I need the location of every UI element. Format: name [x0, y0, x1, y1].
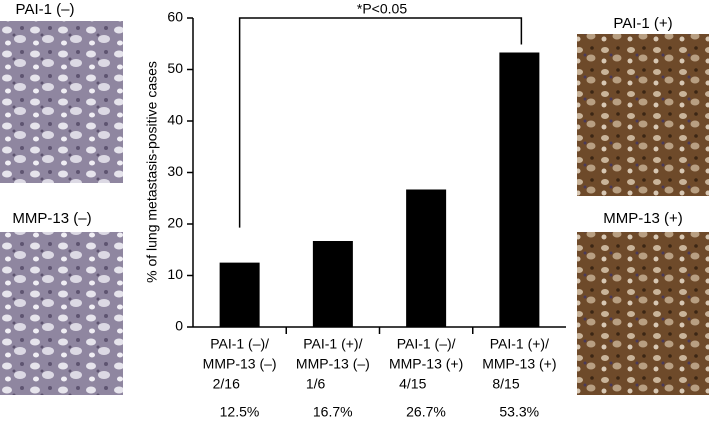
y-tick-label: 20	[167, 215, 183, 231]
significance-bracket	[238, 17, 523, 228]
fraction-label: 2/16	[213, 376, 240, 392]
micrograph	[577, 232, 709, 395]
y-axis-label: % of lung metastasis-positive cases	[144, 61, 160, 283]
x-tick-label: PAI-1 (+)/	[303, 336, 362, 352]
value-label: 16.7%	[313, 404, 353, 420]
bar	[219, 262, 260, 327]
panel-label: PAI-1 (+)	[613, 15, 672, 32]
x-tick-label: PAI-1 (–)/	[397, 336, 456, 352]
x-tick-label: PAI-1 (–)/	[210, 336, 269, 352]
fraction-label: 4/15	[399, 376, 426, 392]
micrograph	[0, 232, 123, 395]
x-tick-label: MMP-13 (–)	[296, 356, 370, 372]
fraction-label: 1/6	[306, 376, 326, 392]
significance-label: *P<0.05	[357, 1, 407, 17]
value-label: 53.3%	[499, 404, 539, 420]
bar	[406, 189, 447, 327]
fraction-label: 8/15	[492, 376, 519, 392]
bar	[312, 240, 353, 327]
bar	[499, 52, 540, 327]
panel-label: MMP-13 (–)	[12, 210, 91, 227]
y-tick-label: 10	[167, 266, 183, 282]
y-tick-label: 40	[167, 112, 183, 128]
x-tick-label: PAI-1 (+)/	[490, 336, 549, 352]
x-tick-label: MMP-13 (+)	[482, 356, 556, 372]
panel-label: PAI-1 (–)	[16, 1, 75, 18]
micrograph	[577, 34, 709, 196]
y-tick-label: 30	[167, 163, 183, 179]
value-label: 12.5%	[220, 404, 260, 420]
x-tick-label: MMP-13 (+)	[389, 356, 463, 372]
value-label: 26.7%	[406, 404, 446, 420]
y-tick-label: 0	[175, 318, 183, 334]
y-tick-label: 50	[167, 60, 183, 76]
panel-label: MMP-13 (+)	[603, 210, 683, 227]
y-tick-label: 60	[167, 9, 183, 25]
micrograph	[0, 21, 123, 183]
x-tick-label: MMP-13 (–)	[203, 356, 277, 372]
